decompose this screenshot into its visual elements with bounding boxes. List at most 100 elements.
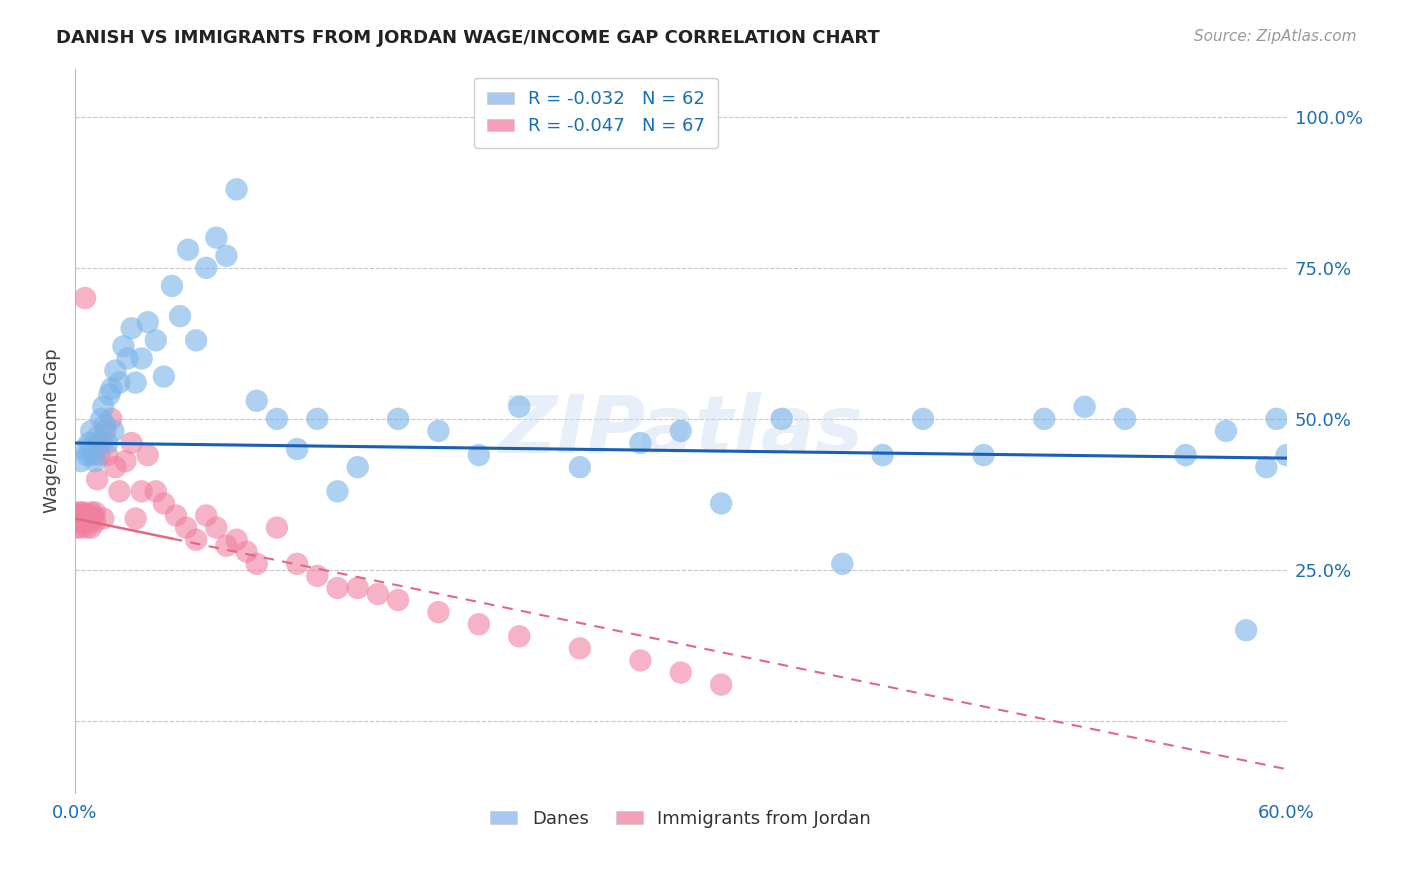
Point bbox=[145, 484, 167, 499]
Point bbox=[70, 454, 93, 468]
Point bbox=[1256, 460, 1278, 475]
Point bbox=[66, 520, 89, 534]
Legend: Danes, Immigrants from Jordan: Danes, Immigrants from Jordan bbox=[484, 803, 879, 835]
Point bbox=[112, 339, 135, 353]
Point bbox=[84, 454, 107, 468]
Text: Source: ZipAtlas.com: Source: ZipAtlas.com bbox=[1194, 29, 1357, 44]
Point bbox=[136, 315, 159, 329]
Point bbox=[72, 508, 94, 523]
Point bbox=[307, 412, 329, 426]
Point bbox=[67, 508, 90, 523]
Point bbox=[177, 243, 200, 257]
Point bbox=[72, 506, 94, 520]
Point bbox=[100, 412, 122, 426]
Point bbox=[215, 539, 238, 553]
Point bbox=[124, 376, 146, 390]
Point bbox=[165, 508, 187, 523]
Point bbox=[89, 448, 111, 462]
Point bbox=[75, 515, 97, 529]
Point bbox=[80, 424, 103, 438]
Point bbox=[145, 334, 167, 348]
Point bbox=[225, 182, 247, 196]
Point bbox=[266, 412, 288, 426]
Point bbox=[96, 436, 118, 450]
Point bbox=[1265, 412, 1288, 426]
Point bbox=[1275, 448, 1298, 462]
Point bbox=[104, 460, 127, 475]
Point bbox=[86, 430, 108, 444]
Point bbox=[108, 484, 131, 499]
Point bbox=[100, 382, 122, 396]
Point bbox=[70, 506, 93, 520]
Point bbox=[669, 665, 692, 680]
Point bbox=[77, 508, 100, 523]
Point bbox=[186, 533, 208, 547]
Point bbox=[710, 678, 733, 692]
Point bbox=[153, 369, 176, 384]
Point bbox=[82, 508, 104, 523]
Point bbox=[80, 506, 103, 520]
Point bbox=[169, 309, 191, 323]
Point bbox=[831, 557, 853, 571]
Point bbox=[80, 511, 103, 525]
Point bbox=[77, 515, 100, 529]
Point bbox=[76, 515, 98, 529]
Point bbox=[669, 424, 692, 438]
Point bbox=[225, 533, 247, 547]
Point bbox=[326, 484, 349, 499]
Point bbox=[131, 351, 153, 366]
Point bbox=[76, 448, 98, 462]
Point bbox=[77, 511, 100, 525]
Point bbox=[117, 351, 139, 366]
Point bbox=[84, 515, 107, 529]
Point bbox=[427, 424, 450, 438]
Point bbox=[121, 436, 143, 450]
Point bbox=[121, 321, 143, 335]
Point bbox=[1073, 400, 1095, 414]
Point bbox=[77, 508, 100, 523]
Point bbox=[114, 454, 136, 468]
Point bbox=[124, 511, 146, 525]
Point bbox=[108, 376, 131, 390]
Point bbox=[94, 424, 117, 438]
Point bbox=[67, 515, 90, 529]
Point bbox=[326, 581, 349, 595]
Point bbox=[568, 641, 591, 656]
Point bbox=[1174, 448, 1197, 462]
Point bbox=[153, 496, 176, 510]
Point bbox=[710, 496, 733, 510]
Point bbox=[76, 511, 98, 525]
Point bbox=[195, 260, 218, 275]
Point bbox=[285, 557, 308, 571]
Point bbox=[75, 291, 97, 305]
Point bbox=[160, 279, 183, 293]
Point bbox=[98, 387, 121, 401]
Point bbox=[131, 484, 153, 499]
Text: DANISH VS IMMIGRANTS FROM JORDAN WAGE/INCOME GAP CORRELATION CHART: DANISH VS IMMIGRANTS FROM JORDAN WAGE/IN… bbox=[56, 29, 880, 46]
Point bbox=[427, 605, 450, 619]
Point bbox=[77, 436, 100, 450]
Point bbox=[91, 400, 114, 414]
Point bbox=[508, 400, 530, 414]
Point bbox=[1234, 624, 1257, 638]
Point bbox=[94, 417, 117, 432]
Point bbox=[1114, 412, 1136, 426]
Y-axis label: Wage/Income Gap: Wage/Income Gap bbox=[44, 349, 60, 513]
Point bbox=[235, 545, 257, 559]
Point bbox=[186, 334, 208, 348]
Point bbox=[75, 442, 97, 456]
Point bbox=[770, 412, 793, 426]
Point bbox=[82, 511, 104, 525]
Point bbox=[628, 436, 651, 450]
Point bbox=[346, 460, 368, 475]
Point bbox=[215, 249, 238, 263]
Point bbox=[90, 412, 112, 426]
Point bbox=[91, 511, 114, 525]
Point bbox=[1215, 424, 1237, 438]
Point bbox=[872, 448, 894, 462]
Point bbox=[86, 472, 108, 486]
Text: ZIPatlas: ZIPatlas bbox=[498, 392, 863, 470]
Point bbox=[90, 436, 112, 450]
Point bbox=[82, 448, 104, 462]
Point bbox=[508, 629, 530, 643]
